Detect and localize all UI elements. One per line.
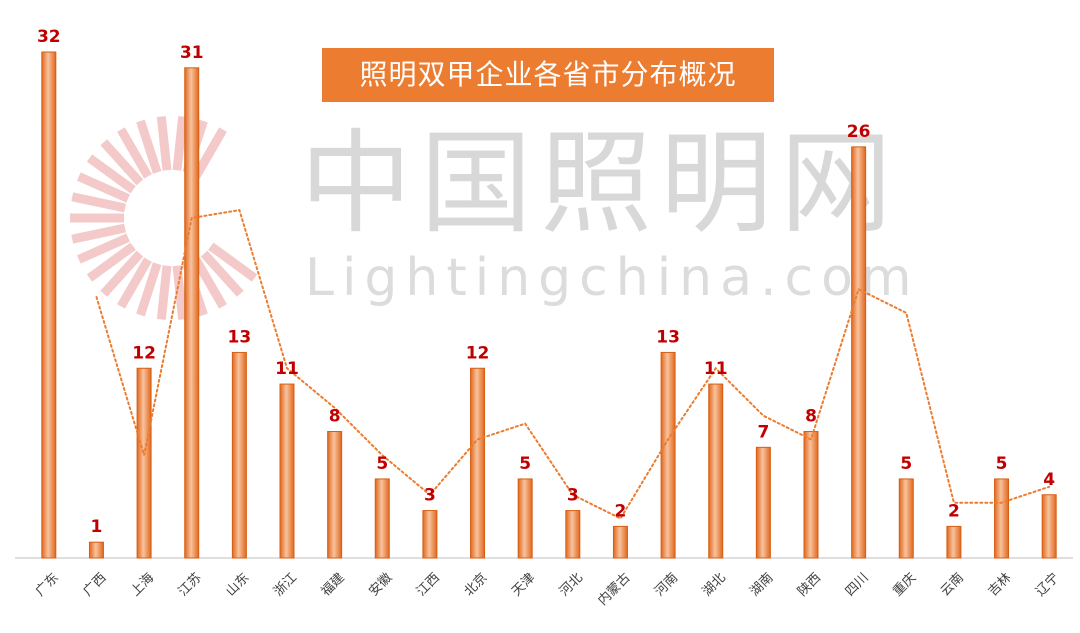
- x-tick-label: 福建: [319, 570, 348, 599]
- watermark-ray: [172, 116, 188, 171]
- x-tick-label: 河北: [557, 570, 586, 599]
- bar: [279, 383, 295, 559]
- data-label: 3: [424, 486, 436, 506]
- bar: [88, 541, 104, 559]
- bar: [708, 383, 724, 559]
- watermark-ray: [117, 127, 152, 179]
- bar: [136, 367, 152, 559]
- x-tick-label: 内蒙古: [595, 570, 634, 609]
- watermark-ray: [86, 242, 136, 282]
- x-tick-label: 重庆: [890, 570, 920, 600]
- data-label: 4: [1043, 470, 1055, 490]
- bar: [755, 446, 771, 559]
- watermark-ray: [136, 119, 162, 174]
- x-tick-label: 山东: [223, 570, 252, 599]
- x-tick-label: 北京: [462, 570, 491, 599]
- watermark-ray: [76, 233, 130, 264]
- bar: [898, 478, 914, 559]
- x-tick-label: 天津: [509, 570, 538, 599]
- x-tick-label: 安徽: [366, 570, 395, 599]
- bar: [946, 525, 962, 559]
- data-label: 26: [847, 122, 871, 142]
- watermark-ray: [100, 139, 144, 186]
- x-tick-label: 湖北: [700, 570, 729, 599]
- data-label: 5: [900, 454, 912, 474]
- x-tick-label: 辽宁: [1033, 570, 1063, 600]
- data-label: 8: [329, 407, 341, 427]
- watermark-ray: [156, 116, 172, 171]
- watermark-text-cn: 中国照明网: [300, 119, 900, 249]
- x-tick-label: 湖南: [747, 570, 777, 600]
- data-label: 12: [132, 343, 156, 363]
- x-tick-label: 广西: [81, 570, 110, 599]
- bar: [422, 510, 438, 559]
- watermark-text-en: Lightingchina.com: [305, 248, 920, 308]
- watermark-ray: [192, 127, 227, 179]
- data-label: 5: [519, 454, 531, 474]
- x-tick-label: 上海: [128, 570, 157, 599]
- bar: [327, 431, 343, 559]
- bar: [660, 351, 676, 559]
- watermark-ray: [71, 223, 126, 244]
- bar: [41, 51, 57, 559]
- x-tick-label: 广东: [33, 570, 62, 599]
- data-label: 12: [466, 343, 490, 363]
- data-label: 5: [996, 454, 1008, 474]
- watermark-ray: [100, 250, 144, 297]
- bar: [612, 525, 628, 559]
- watermark-ray: [76, 172, 130, 203]
- trendline: [95, 208, 1051, 520]
- x-tick-label: 吉林: [986, 570, 1015, 599]
- watermark-ray: [86, 154, 136, 194]
- watermark-ray: [200, 250, 244, 297]
- watermark-ray: [208, 242, 258, 282]
- bar: [517, 478, 533, 559]
- watermark-ray: [156, 265, 172, 320]
- chart-title: 照明双甲企业各省市分布概况: [322, 48, 774, 102]
- data-label: 32: [37, 27, 61, 47]
- data-label: 7: [757, 422, 769, 442]
- x-tick-label: 江苏: [175, 570, 205, 600]
- data-label: 13: [656, 327, 680, 347]
- data-label: 31: [180, 43, 204, 63]
- data-label: 1: [91, 517, 103, 537]
- watermark-ray: [172, 265, 188, 320]
- data-label: 11: [275, 359, 299, 379]
- x-tick-label: 陕西: [795, 570, 824, 599]
- bar: [470, 367, 486, 559]
- x-tick-label: 河南: [651, 570, 681, 600]
- watermark-ray: [136, 262, 162, 317]
- bar: [803, 431, 819, 559]
- bar: [851, 146, 867, 559]
- data-label: 11: [704, 359, 728, 379]
- bar: [1041, 494, 1057, 559]
- x-tick-label: 四川: [843, 570, 872, 599]
- x-tick-label: 云南: [937, 570, 967, 600]
- watermark-ray: [71, 192, 126, 213]
- bar: [994, 478, 1010, 559]
- data-label: 13: [228, 327, 252, 347]
- data-label: 8: [805, 407, 817, 427]
- watermark-ray: [192, 257, 227, 309]
- bar: [374, 478, 390, 559]
- data-label: 5: [376, 454, 388, 474]
- bar: [231, 351, 247, 559]
- x-tick-label: 浙江: [271, 570, 300, 599]
- watermark-ray: [117, 257, 152, 309]
- data-label: 3: [567, 486, 579, 506]
- x-tick-label: 江西: [414, 570, 443, 599]
- bar: [565, 510, 581, 559]
- data-label: 2: [948, 501, 960, 521]
- data-label: 2: [615, 501, 627, 521]
- bar: [184, 67, 200, 559]
